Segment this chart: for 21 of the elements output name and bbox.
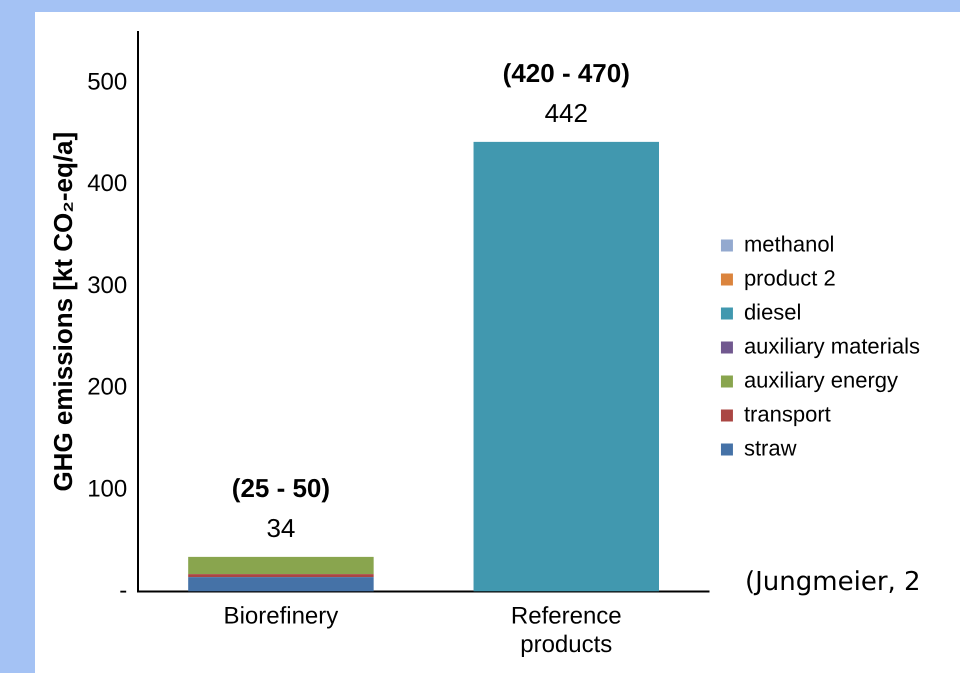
- legend-label: methanol: [744, 232, 834, 257]
- x-tick-label: Biorefinery: [224, 602, 338, 630]
- y-tick-label: 300: [87, 272, 128, 299]
- y-tick-label: -: [119, 577, 128, 604]
- x-tick-label: Reference products: [510, 602, 622, 658]
- legend-label: transport: [744, 402, 831, 427]
- y-axis-title: GHG emissions [kt CO₂-eq/a]: [48, 132, 78, 492]
- legend-label: auxiliary materials: [744, 334, 920, 359]
- text: (Jungmeier, 2: [745, 567, 921, 597]
- y-tick-label: 100: [87, 475, 128, 502]
- total-label: 34: [266, 512, 296, 543]
- legend-label: diesel: [744, 300, 802, 325]
- y-tick-label: 400: [87, 170, 128, 198]
- y-tick-label: 200: [87, 374, 128, 401]
- total-label: 442: [544, 98, 588, 128]
- annotation: (25 - 50): [232, 472, 330, 503]
- legend-label: auxiliary energy: [744, 368, 898, 393]
- legend-label: product 2: [744, 266, 836, 291]
- legend-label: straw: [744, 436, 797, 461]
- annotation: (420 - 470): [502, 58, 630, 88]
- y-tick-label: 500: [87, 68, 128, 96]
